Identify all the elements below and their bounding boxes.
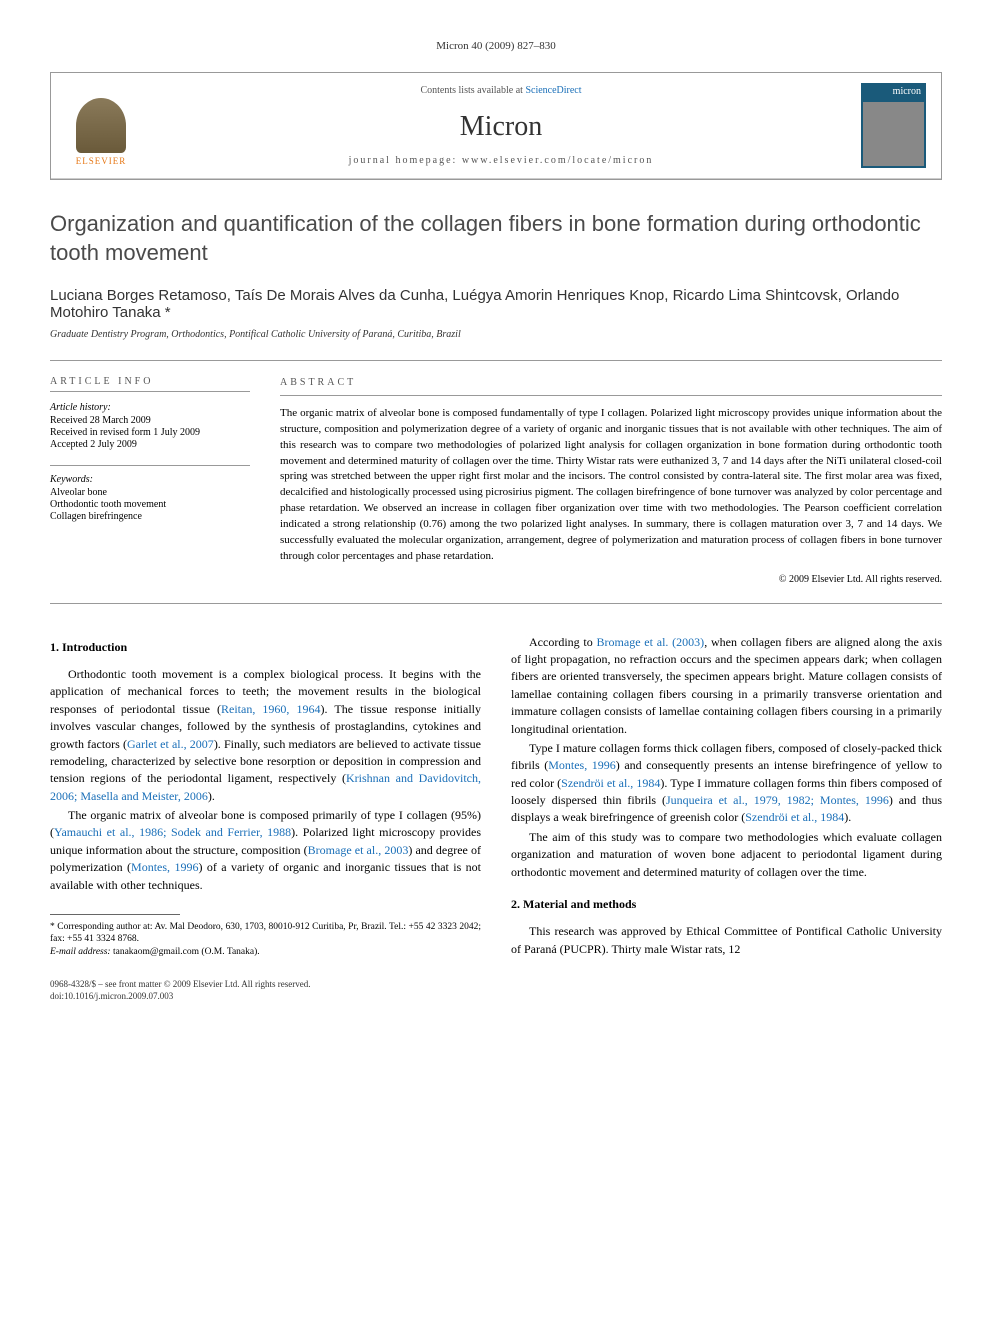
contents-available-line: Contents lists available at ScienceDirec… xyxy=(156,85,846,96)
text-run: ). xyxy=(208,789,215,803)
homepage-prefix: journal homepage: xyxy=(349,155,462,166)
citation-link[interactable]: Bromage et al., 2003 xyxy=(308,843,409,857)
article-info-heading: ARTICLE INFO xyxy=(50,376,250,392)
abstract-heading: ABSTRACT xyxy=(280,376,942,396)
body-paragraph: This research was approved by Ethical Co… xyxy=(511,923,942,958)
article-title: Organization and quantification of the c… xyxy=(50,210,942,267)
body-paragraph: According to Bromage et al. (2003), when… xyxy=(511,634,942,738)
citation-link[interactable]: Szendröi et al., 1984 xyxy=(745,810,844,824)
email-address: tanakaom@gmail.com xyxy=(113,947,199,957)
footer-copyright: 0968-4328/$ – see front matter © 2009 El… xyxy=(50,979,942,991)
keyword-item: Collagen birefringence xyxy=(50,511,250,522)
text-run: ). xyxy=(844,810,851,824)
citation-link[interactable]: Garlet et al., 2007 xyxy=(127,737,214,751)
text-run: According to xyxy=(529,635,597,649)
body-paragraph: The organic matrix of alveolar bone is c… xyxy=(50,807,481,894)
affiliation: Graduate Dentistry Program, Orthodontics… xyxy=(50,329,942,340)
abstract-block: ABSTRACT The organic matrix of alveolar … xyxy=(280,376,942,587)
contents-prefix: Contents lists available at xyxy=(420,85,525,96)
article-body: 1. Introduction Orthodontic tooth moveme… xyxy=(50,634,942,960)
elsevier-tree-icon xyxy=(76,98,126,153)
history-label: Article history: xyxy=(50,402,250,413)
journal-name: Micron xyxy=(156,111,846,143)
footer-doi: doi:10.1016/j.micron.2009.07.003 xyxy=(50,991,942,1003)
body-paragraph: The aim of this study was to compare two… xyxy=(511,829,942,881)
footnote-separator xyxy=(50,914,180,915)
citation-link[interactable]: Reitan, 1960, 1964 xyxy=(221,702,321,716)
keyword-item: Alveolar bone xyxy=(50,487,250,498)
body-paragraph: Type I mature collagen forms thick colla… xyxy=(511,740,942,827)
text-run: , when collagen fibers are aligned along… xyxy=(511,635,942,736)
citation-link[interactable]: Bromage et al. (2003) xyxy=(597,635,705,649)
citation-link[interactable]: Szendröi et al., 1984 xyxy=(561,776,660,790)
running-header: Micron 40 (2009) 827–830 xyxy=(50,40,942,52)
page-footer: 0968-4328/$ – see front matter © 2009 El… xyxy=(50,979,942,1002)
sciencedirect-link[interactable]: ScienceDirect xyxy=(525,85,581,96)
journal-header-box: ELSEVIER Contents lists available at Sci… xyxy=(50,72,942,180)
article-info-block: ARTICLE INFO Article history: Received 2… xyxy=(50,376,250,587)
history-accepted: Accepted 2 July 2009 xyxy=(50,439,250,450)
cover-image-placeholder xyxy=(863,102,924,166)
abstract-text: The organic matrix of alveolar bone is c… xyxy=(280,406,942,565)
email-label: E-mail address: xyxy=(50,947,113,957)
history-received: Received 28 March 2009 xyxy=(50,415,250,426)
elsevier-label: ELSEVIER xyxy=(76,156,127,166)
history-revised: Received in revised form 1 July 2009 xyxy=(50,427,250,438)
journal-homepage-line: journal homepage: www.elsevier.com/locat… xyxy=(156,155,846,166)
abstract-copyright: © 2009 Elsevier Ltd. All rights reserved… xyxy=(280,573,942,588)
keyword-item: Orthodontic tooth movement xyxy=(50,499,250,510)
citation-link[interactable]: Montes, 1996 xyxy=(131,860,198,874)
elsevier-logo: ELSEVIER xyxy=(66,86,136,166)
keywords-label: Keywords: xyxy=(50,474,250,485)
corresponding-author-footnote: * Corresponding author at: Av. Mal Deodo… xyxy=(50,921,481,946)
journal-cover-thumbnail: micron xyxy=(861,83,926,168)
cover-title: micron xyxy=(861,83,926,100)
citation-link[interactable]: Montes, 1996 xyxy=(548,758,616,772)
citation-link[interactable]: Junqueira et al., 1979, 1982; Montes, 19… xyxy=(666,793,889,807)
homepage-url: www.elsevier.com/locate/micron xyxy=(462,155,654,166)
email-footnote: E-mail address: tanakaom@gmail.com (O.M.… xyxy=(50,946,481,958)
authors-line: Luciana Borges Retamoso, Taís De Morais … xyxy=(50,287,942,321)
email-suffix: (O.M. Tanaka). xyxy=(199,947,260,957)
citation-link[interactable]: Yamauchi et al., 1986; Sodek and Ferrier… xyxy=(54,825,291,839)
body-paragraph: Orthodontic tooth movement is a complex … xyxy=(50,666,481,805)
section-2-heading: 2. Material and methods xyxy=(511,896,942,913)
section-1-heading: 1. Introduction xyxy=(50,639,481,656)
